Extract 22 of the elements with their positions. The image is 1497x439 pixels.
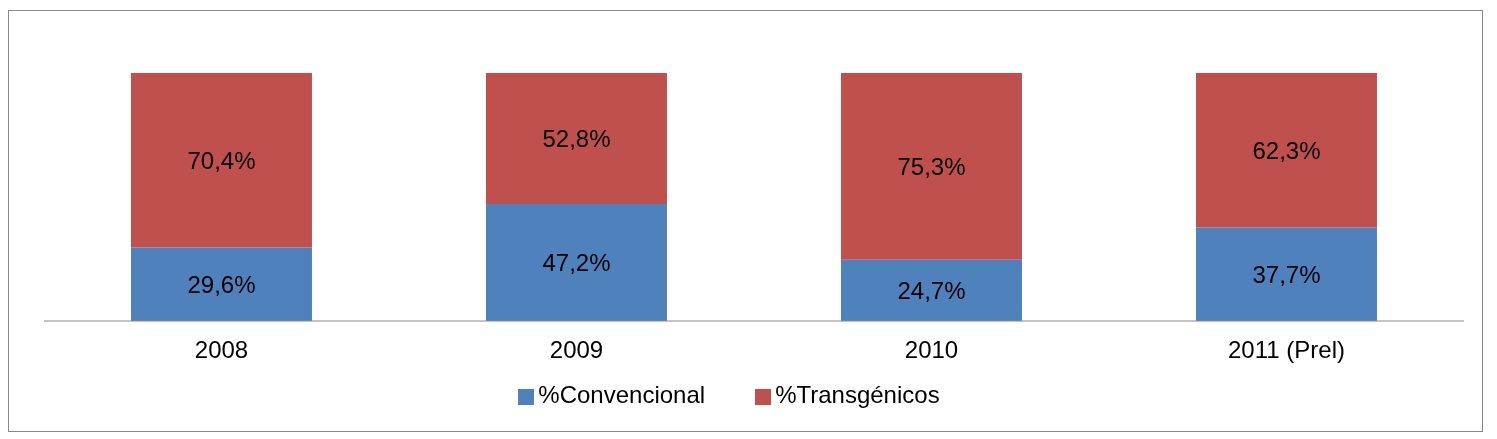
data-label: 29,6%	[187, 270, 256, 298]
x-tick-label: 2010	[904, 336, 959, 364]
bar	[1195, 73, 1377, 228]
legend-label: %Transgénicos	[775, 381, 940, 408]
bar	[485, 73, 667, 204]
data-label: 62,3%	[1252, 136, 1321, 164]
data-label: 24,7%	[897, 276, 966, 304]
data-label: 47,2%	[542, 248, 611, 276]
bar	[1195, 227, 1377, 321]
legend-label: %Convencional	[538, 381, 706, 408]
data-label: 70,4%	[187, 146, 256, 174]
bar	[485, 203, 667, 321]
data-label: 75,3%	[897, 152, 966, 180]
bar	[130, 247, 312, 321]
x-tick-label: 2008	[194, 336, 249, 364]
bar	[130, 73, 312, 248]
bar	[840, 259, 1022, 321]
x-tick-label: 2009	[549, 336, 604, 364]
x-tick-label: 2011 (Prel)	[1228, 336, 1345, 364]
bar	[840, 73, 1022, 260]
data-label: 37,7%	[1252, 260, 1321, 288]
data-label: 52,8%	[542, 124, 611, 152]
